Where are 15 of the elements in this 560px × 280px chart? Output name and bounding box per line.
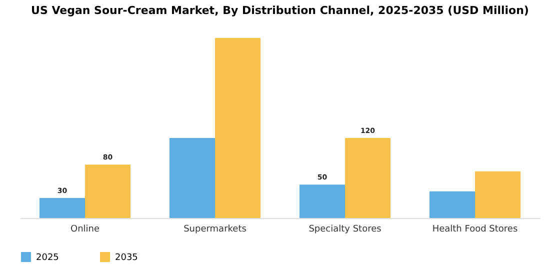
bar	[215, 38, 260, 218]
bar	[345, 138, 390, 218]
x-tick-label: Supermarkets	[184, 224, 247, 234]
bar	[300, 184, 345, 218]
bar	[85, 164, 130, 218]
legend-label: 2025	[36, 253, 59, 263]
legend-label: 2035	[115, 253, 138, 263]
bar	[40, 198, 85, 218]
bar	[430, 191, 475, 218]
chart-title: US Vegan Sour-Cream Market, By Distribution Channel, 2025-2035 (USD Million)	[31, 4, 529, 17]
bar	[475, 171, 520, 218]
x-tick-label: Online	[70, 224, 100, 234]
x-tick-label: Specialty Stores	[308, 224, 382, 234]
x-tick-label: Health Food Stores	[432, 224, 518, 234]
bar	[170, 138, 215, 218]
